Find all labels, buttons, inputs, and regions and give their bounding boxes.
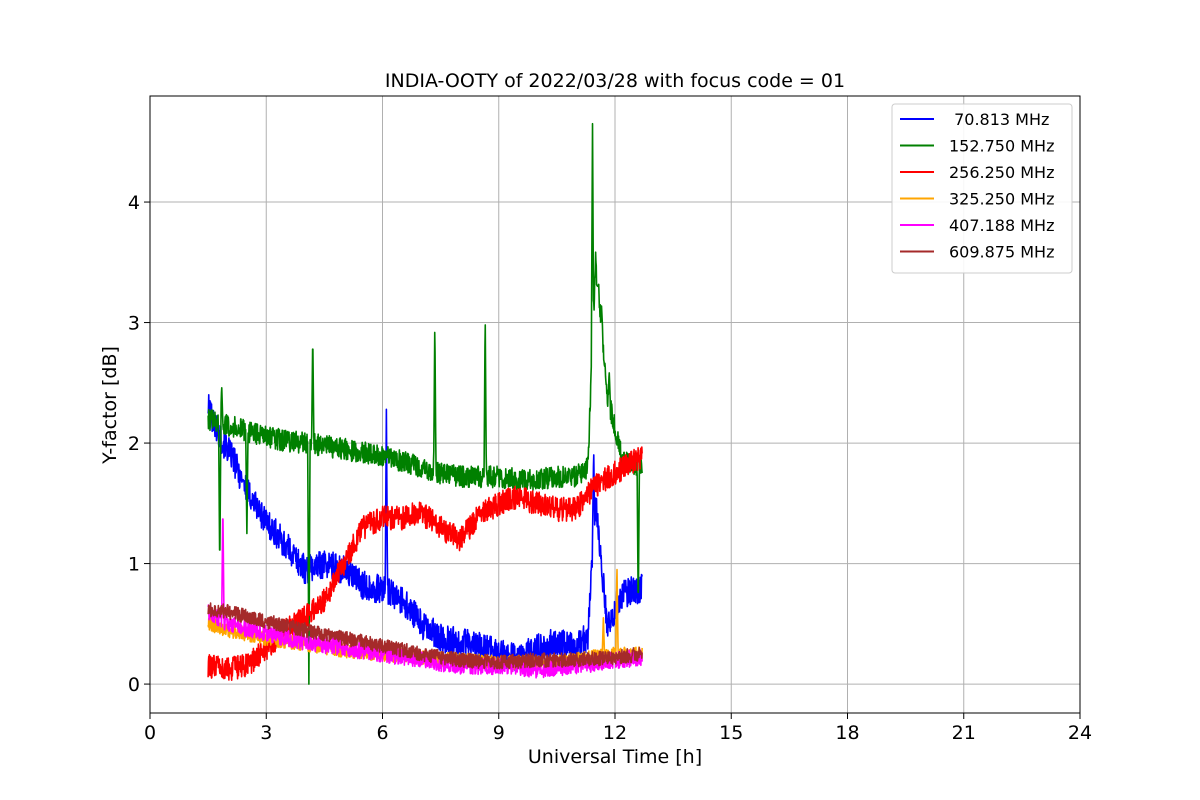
- x-tick-label: 15: [719, 722, 743, 744]
- y-axis-label: Y-factor [dB]: [99, 346, 121, 465]
- y-tick-label: 3: [128, 313, 140, 335]
- legend-box: [891, 103, 1073, 274]
- x-tick-label: 24: [1068, 722, 1092, 744]
- x-tick-label: 0: [144, 722, 156, 744]
- x-tick-label: 6: [376, 722, 388, 744]
- y-tick-label: 4: [128, 192, 140, 214]
- legend-entry-label: 70.813 MHz: [949, 110, 1049, 129]
- x-tick-label: 9: [493, 722, 505, 744]
- y-tick-label: 1: [128, 554, 140, 576]
- y-tick-label: 2: [128, 433, 140, 455]
- x-tick-label: 12: [603, 722, 627, 744]
- y-tick-label: 0: [128, 674, 140, 696]
- chart-title: INDIA-OOTY of 2022/03/28 with focus code…: [385, 70, 845, 92]
- legend-entry-label: 256.250 MHz: [949, 163, 1054, 182]
- series-line: [207, 393, 643, 672]
- legend: 70.813 MHz 152.750 MHz 256.250 MHz 325.250 …: [891, 103, 1073, 274]
- legend-entry-label: 609.875 MHz: [949, 243, 1054, 262]
- x-tick-label: 3: [260, 722, 272, 744]
- legend-entry-label: 152.750 MHz: [949, 137, 1054, 156]
- x-tick-label: 18: [835, 722, 859, 744]
- series-line: [207, 122, 643, 685]
- legend-entry-label: 325.250 MHz: [949, 190, 1054, 209]
- legend-entry-label: 407.188 MHz: [949, 216, 1054, 235]
- x-tick-label: 21: [952, 722, 976, 744]
- series-layer: [207, 122, 643, 685]
- x-axis-label: Universal Time [h]: [528, 746, 702, 768]
- series-line: [207, 602, 643, 670]
